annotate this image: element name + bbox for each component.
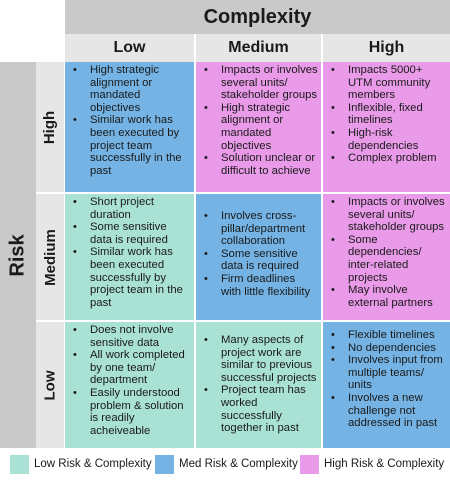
list-item: Inflexible, fixed timelines [326,102,447,127]
complexity-header: Complexity [65,0,450,34]
list-item: Project team has worked successfully tog… [199,384,318,434]
risk-label-text: Risk [6,233,29,277]
list-item: Easily understood problem & solution is … [68,387,191,437]
row-header-label: Medium [41,228,59,286]
legend-swatch-high [300,454,319,474]
legend-label: High Risk & Complexity [324,458,445,470]
list-item: All work completed by one team/ departme… [68,349,191,387]
column-header-high: High [321,34,450,62]
legend-item-low: Low Risk & Complexity [10,450,155,478]
list-item: Some sensitive data is required [68,221,191,246]
cell-medium-low: Short project duration Some sensitive da… [65,192,194,320]
column-header-low: Low [65,34,194,62]
legend-swatch-medium [155,454,174,474]
cell-medium-medium: Involves cross-pillar/department collabo… [194,192,321,320]
row-header-label: Low [41,370,59,400]
list-item: Similar work has been executed by projec… [68,114,191,177]
list-item: Firm deadlines with little flexibility [199,273,318,298]
list-item: Solution unclear or difficult to achieve [199,152,318,177]
column-header-label: Medium [228,39,289,56]
list-item: Short project duration [68,196,191,221]
list-item: Impacts 5000+ UTM community members [326,64,447,102]
row-header-high: High [36,62,64,192]
risk-axis-label: Risk [0,62,36,448]
legend-item-high: High Risk & Complexity [300,450,450,478]
complexity-title: Complexity [203,5,312,28]
cell-low-high: Flexible timelines No dependencies Invol… [321,320,450,448]
list-item: Some dependencies/ inter-related project… [326,234,447,284]
list-item: Some sensitive data is required [199,248,318,273]
list-item: Involves input from multiple teams/ unit… [326,354,447,392]
column-header-medium: Medium [194,34,321,62]
list-item: No dependencies [326,342,447,355]
legend-label: Med Risk & Complexity [179,458,298,470]
row-header-low: Low [36,320,64,448]
list-item: Impacts or involves several units/ stake… [326,196,447,234]
column-header-label: Low [113,39,146,56]
cell-low-low: Does not involve sensitive data All work… [65,320,194,448]
list-item: Involves a new challenge not addressed i… [326,392,447,430]
cell-medium-high: Impacts or involves several units/ stake… [321,192,450,320]
legend-label: Low Risk & Complexity [34,458,152,470]
list-item: High strategic alignment or mandated obj… [68,64,191,114]
legend-item-medium: Med Risk & Complexity [155,450,300,478]
cell-high-low: High strategic alignment or mandated obj… [65,62,194,192]
legend-swatch-low [10,454,29,474]
list-item: May involve external partners [326,284,447,309]
column-header-label: High [368,39,405,56]
list-item: High-risk dependencies [326,127,447,152]
row-header-medium: Medium [36,192,64,320]
list-item: Does not involve sensitive data [68,324,191,349]
cell-high-medium: Impacts or involves several units/ stake… [194,62,321,192]
list-item: Involves cross-pillar/department collabo… [199,210,318,248]
row-header-label: High [41,110,59,144]
list-item: High strategic alignment or mandated obj… [199,102,318,152]
list-item: Flexible timelines [326,329,447,342]
cell-low-medium: Many aspects of project work are similar… [194,320,321,448]
cell-high-high: Impacts 5000+ UTM community members Infl… [321,62,450,192]
list-item: Impacts or involves several units/ stake… [199,64,318,102]
list-item: Complex problem [326,152,447,165]
list-item: Similar work has been executed successfu… [68,246,191,309]
list-item: Many aspects of project work are similar… [199,334,318,384]
